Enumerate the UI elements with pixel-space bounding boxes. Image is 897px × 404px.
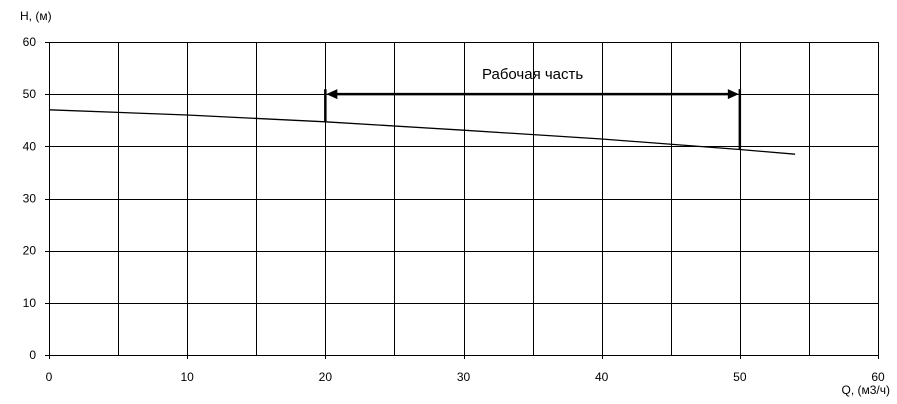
range-arrow-head-left	[326, 89, 338, 100]
x-tick-labels: 0 10 20 30 40 50 60	[46, 355, 885, 384]
working-range-label: Рабочая часть	[482, 66, 583, 83]
x-tick-label: 50	[733, 370, 747, 384]
y-tick-label: 60	[23, 35, 37, 49]
x-axis-label: Q, (м3/ч)	[841, 383, 890, 397]
x-tick-label: 10	[180, 370, 194, 384]
y-tick-label: 50	[23, 87, 37, 101]
range-arrow-head-right	[727, 89, 739, 100]
working-range-annotation	[324, 89, 742, 150]
x-tick-label: 60	[871, 370, 885, 384]
y-axis-label: H, (м)	[20, 9, 52, 23]
y-tick-label: 30	[23, 192, 37, 206]
y-tick-label: 20	[23, 244, 37, 258]
x-tick-label: 0	[46, 370, 53, 384]
y-tick-label: 40	[23, 139, 37, 153]
x-tick-label: 40	[595, 370, 609, 384]
y-tick-label: 0	[29, 348, 36, 362]
series-layer	[48, 109, 796, 155]
x-tick-label: 30	[457, 370, 471, 384]
head-capacity-curve	[48, 109, 796, 155]
y-tick-label: 10	[23, 296, 37, 310]
y-tick-labels: 0 10 20 30 40 50 60	[23, 35, 49, 362]
x-tick-label: 20	[319, 370, 333, 384]
grid	[49, 42, 879, 356]
